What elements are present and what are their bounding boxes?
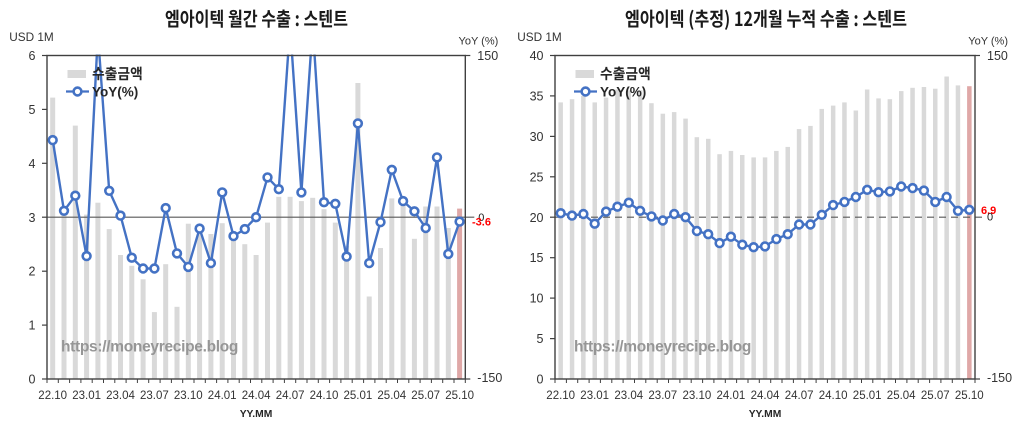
svg-text:0: 0 [987,212,993,224]
svg-text:10: 10 [530,292,544,306]
svg-text:20: 20 [530,211,544,225]
svg-text:0: 0 [29,373,36,387]
svg-text:25.07: 25.07 [921,390,950,402]
svg-text:YoY(%): YoY(%) [600,85,646,100]
svg-text:150: 150 [477,49,498,63]
svg-text:25.07: 25.07 [411,390,440,402]
svg-text:6: 6 [29,49,36,63]
svg-text:25.04: 25.04 [887,390,916,402]
svg-text:25.10: 25.10 [955,390,984,402]
svg-text:25.10: 25.10 [445,390,474,402]
svg-text:22.10: 22.10 [38,390,67,402]
svg-text:-150: -150 [987,371,1012,385]
svg-text:24.07: 24.07 [276,390,305,402]
svg-text:40: 40 [530,49,544,63]
svg-text:2: 2 [29,265,36,279]
svg-text:25.01: 25.01 [344,390,373,402]
svg-text:YoY (%): YoY (%) [968,36,1008,48]
svg-text:24.04: 24.04 [242,390,271,402]
svg-text:23.01: 23.01 [72,390,101,402]
svg-text:YY.MM: YY.MM [749,409,782,420]
svg-text:5: 5 [29,103,36,117]
svg-text:24.10: 24.10 [819,390,848,402]
svg-text:-3.6: -3.6 [472,217,491,229]
svg-text:30: 30 [530,130,544,144]
svg-text:23.04: 23.04 [614,390,643,402]
svg-text:YoY (%): YoY (%) [459,36,499,48]
svg-text:-150: -150 [477,371,502,385]
svg-text:23.10: 23.10 [174,390,203,402]
svg-text:23.04: 23.04 [106,390,135,402]
svg-text:24.01: 24.01 [208,390,237,402]
svg-text:https://moneyrecipe.blog: https://moneyrecipe.blog [61,339,238,356]
svg-text:23.01: 23.01 [580,390,609,402]
svg-text:0: 0 [478,212,484,224]
svg-text:23.10: 23.10 [683,390,712,402]
svg-text:1: 1 [29,319,36,333]
svg-text:USD 1M: USD 1M [517,30,562,44]
svg-text:150: 150 [987,49,1008,63]
svg-text:23.07: 23.07 [140,390,169,402]
svg-text:24.04: 24.04 [751,390,780,402]
svg-text:24.01: 24.01 [717,390,746,402]
svg-text:15: 15 [530,251,544,265]
svg-text:YY.MM: YY.MM [240,409,273,420]
svg-text:6.9: 6.9 [981,205,996,217]
svg-text:25: 25 [530,170,544,184]
svg-text:35: 35 [530,89,544,103]
svg-text:USD 1M: USD 1M [9,30,54,44]
svg-text:https://moneyrecipe.blog: https://moneyrecipe.blog [574,339,751,356]
svg-text:23.07: 23.07 [648,390,677,402]
svg-text:4: 4 [29,157,36,171]
svg-text:22.10: 22.10 [546,390,575,402]
svg-text:25.01: 25.01 [853,390,882,402]
svg-text:0: 0 [537,373,544,387]
svg-text:24.10: 24.10 [310,390,339,402]
svg-text:24.07: 24.07 [785,390,814,402]
svg-text:5: 5 [537,332,544,346]
svg-text:25.04: 25.04 [377,390,406,402]
svg-text:3: 3 [29,211,36,225]
svg-text:YoY(%): YoY(%) [92,85,138,100]
